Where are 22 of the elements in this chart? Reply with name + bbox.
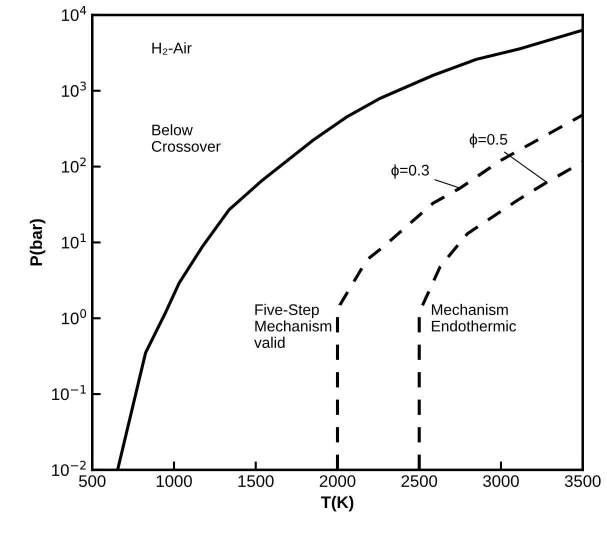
y-tick-label: 10$^{3}$ bbox=[62, 82, 86, 97]
annotation: Five-Step Mechanism valid bbox=[254, 304, 332, 348]
y-tick-label: 10$^{−1}$ bbox=[52, 385, 86, 400]
annotation: Mechanism Endothermic bbox=[432, 304, 516, 332]
x-tick-label: 3500 bbox=[564, 475, 601, 488]
x-tick-label: 3000 bbox=[483, 475, 519, 488]
y-tick-label: 10$^{0}$ bbox=[62, 309, 86, 324]
y-tick-label: 10$^{4}$ bbox=[62, 6, 86, 22]
series-label: ϕ=0.3 bbox=[391, 164, 429, 179]
x-tick-label: 500 bbox=[79, 475, 106, 488]
annotation: H₂-Air bbox=[152, 42, 192, 55]
x-tick-label: 2000 bbox=[320, 475, 356, 488]
x-tick-label: 1500 bbox=[238, 475, 274, 488]
annotation: Below Crossover bbox=[152, 124, 220, 152]
x-tick-label: 1000 bbox=[156, 475, 192, 488]
text: ϕ=0.5 bbox=[470, 134, 508, 148]
x-tick-label: 2500 bbox=[402, 475, 438, 488]
y-tick-label: 10$^{2}$ bbox=[62, 157, 86, 173]
y-tick-label: 10$^{−2}$ bbox=[52, 460, 86, 476]
y-tick-label: 10$^{1}$ bbox=[62, 233, 86, 249]
x-axis-title: T(K) bbox=[321, 496, 354, 512]
y-axis-title: P(bar) bbox=[30, 219, 46, 266]
